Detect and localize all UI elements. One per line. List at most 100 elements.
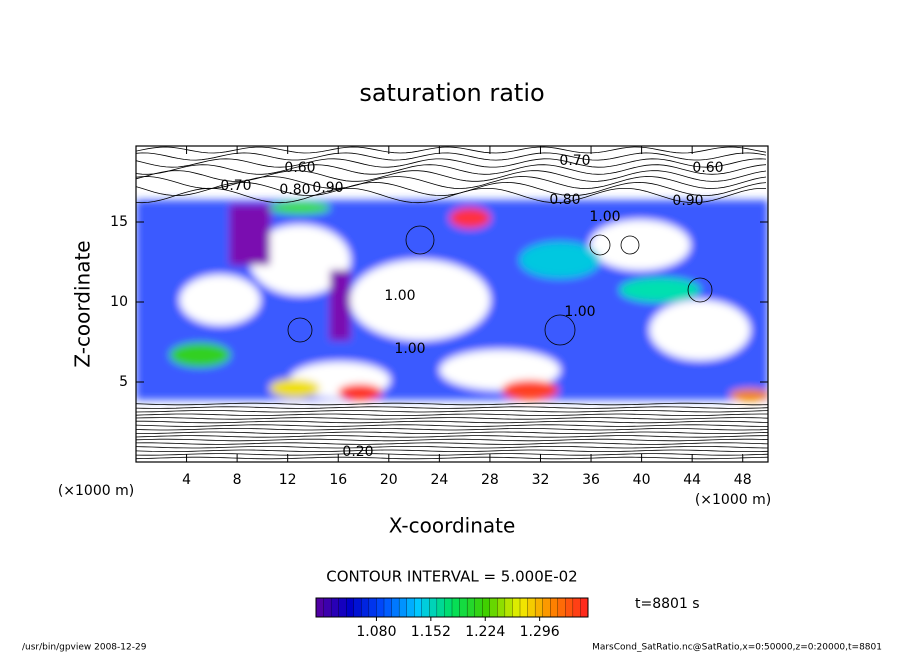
x-tick-label: 12 — [279, 472, 297, 488]
colorbar-cell — [451, 597, 461, 618]
y-tick-label: 10 — [110, 294, 128, 310]
x-tick-label: 4 — [182, 472, 191, 488]
x-tick-label: 28 — [481, 472, 499, 488]
y-unit: (×1000 m) — [58, 483, 134, 499]
colorbar-cell — [383, 597, 393, 618]
contour-line — [136, 449, 768, 452]
colorbar-cell — [315, 597, 325, 618]
colorbar-cell — [444, 597, 453, 618]
contour-line — [136, 442, 768, 445]
colorbar-cell — [519, 597, 529, 618]
colorbar-cell — [414, 597, 423, 618]
contour-line — [620, 235, 640, 255]
colorbar-cell — [482, 597, 491, 618]
x-tick-label: 16 — [329, 472, 347, 488]
contour-line — [136, 438, 768, 442]
contour-label: 0.90 — [672, 193, 703, 209]
footer-right: MarsCond_SatRatio.nc@SatRatio,x=0:50000,… — [592, 643, 882, 653]
contour-line — [136, 170, 767, 182]
chart-title: saturation ratio — [359, 79, 544, 107]
contour-line — [589, 234, 611, 256]
contour-label: 0.90 — [312, 180, 343, 196]
colorbar-cell — [572, 597, 581, 618]
colorbar-cell — [346, 597, 355, 618]
colorbar — [315, 597, 589, 618]
contour-line — [136, 435, 768, 438]
contour-label: 1.00 — [564, 304, 595, 320]
colorbar-cell — [534, 597, 544, 618]
x-tick-label: 40 — [633, 472, 651, 488]
footer-left: /usr/bin/gpview 2008-12-29 — [22, 643, 147, 653]
contour-line — [136, 402, 768, 406]
colorbar-cell — [580, 597, 589, 618]
contour-lines — [136, 146, 768, 460]
contour-line — [136, 453, 768, 456]
contour-line — [405, 225, 435, 255]
contour-line — [136, 431, 768, 434]
colorbar-cell — [323, 597, 332, 618]
contour-label: 1.00 — [394, 341, 425, 357]
colorbar-cell — [542, 597, 551, 618]
contour-interval: CONTOUR INTERVAL = 5.000E-02 — [326, 568, 577, 586]
colorbar-cell — [406, 597, 415, 618]
contour-line — [136, 410, 768, 413]
contour-line — [136, 406, 768, 409]
contour-line — [136, 146, 767, 154]
colorbar-cell — [398, 597, 408, 618]
colorbar-cell — [429, 597, 438, 618]
contour-line — [136, 420, 768, 424]
contour-line — [544, 314, 576, 346]
colorbar-cell — [557, 597, 566, 618]
x-tick-label: 24 — [430, 472, 448, 488]
colorbar-cell — [330, 597, 340, 618]
colorbar-cell — [504, 597, 513, 618]
colorbar-cell — [421, 597, 430, 618]
colorbar-cell — [368, 597, 377, 618]
x-unit: (×1000 m) — [695, 492, 771, 508]
contour-line — [287, 317, 313, 343]
field-shading — [136, 200, 768, 401]
colorbar-tick-label: 1.224 — [465, 624, 505, 640]
x-tick-label: 44 — [683, 472, 701, 488]
contour-label: 1.00 — [384, 288, 415, 304]
colorbar-cell — [512, 597, 521, 618]
contour-label: 0.60 — [284, 160, 315, 176]
colorbar-cell — [391, 597, 400, 618]
contour-label: 0.70 — [559, 153, 590, 169]
colorbar-tick-label: 1.080 — [356, 624, 396, 640]
contour-line — [136, 446, 768, 449]
contour-line — [136, 187, 766, 204]
contour-label: 0.60 — [692, 160, 723, 176]
colorbar-tick-label: 1.152 — [411, 624, 451, 640]
contour-line — [136, 158, 767, 168]
x-tick-label: 32 — [532, 472, 550, 488]
y-axis-label: Z-coordinate — [71, 240, 95, 367]
colorbar-cell — [459, 597, 468, 618]
contour-line — [136, 456, 768, 460]
contour-line — [136, 428, 768, 431]
colorbar-frame — [315, 597, 589, 618]
contour-label: 0.80 — [549, 192, 580, 208]
colorbar-cell — [497, 597, 506, 618]
colorbar-cell — [436, 597, 445, 618]
x-tick-label: 20 — [380, 472, 398, 488]
y-tick-label: 15 — [110, 214, 128, 230]
time-label: t=8801 s — [635, 596, 700, 612]
x-tick-label: 48 — [734, 472, 752, 488]
colorbar-tick-label: 1.296 — [520, 624, 560, 640]
colorbar-cell — [361, 597, 370, 618]
contour-line — [136, 424, 768, 427]
colorbar-cell — [474, 597, 483, 618]
contour-line — [136, 181, 767, 197]
contour-label: 0.20 — [342, 444, 373, 460]
colorbar-cell — [376, 597, 385, 618]
contour-label: 0.70 — [220, 178, 251, 194]
colorbar-cell — [489, 597, 498, 618]
colorbar-cell — [353, 597, 362, 618]
colorbar-cell — [550, 597, 559, 618]
contour-line — [136, 413, 768, 416]
colorbar-cell — [466, 597, 476, 618]
contour-label: 1.00 — [589, 209, 620, 225]
x-tick-label: 36 — [582, 472, 600, 488]
